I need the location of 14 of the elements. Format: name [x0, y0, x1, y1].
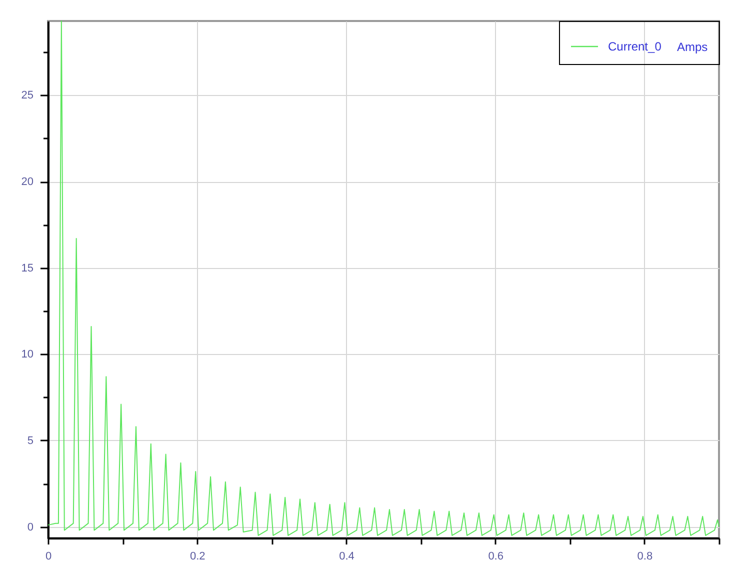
y-tick-label: 10	[21, 348, 34, 361]
legend-title: Amps	[677, 40, 708, 54]
x-tick-label: 0.6	[488, 550, 504, 562]
y-tick-label: 5	[27, 434, 34, 447]
y-tick-label: 15	[21, 262, 34, 274]
x-tick-label: 0.2	[190, 550, 206, 562]
x-tick-label: 0.4	[339, 550, 354, 562]
x-tick-label: 0.8	[637, 550, 653, 562]
y-tick-label: 0	[27, 521, 34, 534]
line-series	[48, 20, 720, 536]
y-tick-label: 20	[21, 176, 34, 188]
legend-label: Current_0	[608, 40, 662, 54]
y-tick-label: 25	[21, 90, 34, 102]
x-tick-label: 0	[45, 550, 52, 562]
